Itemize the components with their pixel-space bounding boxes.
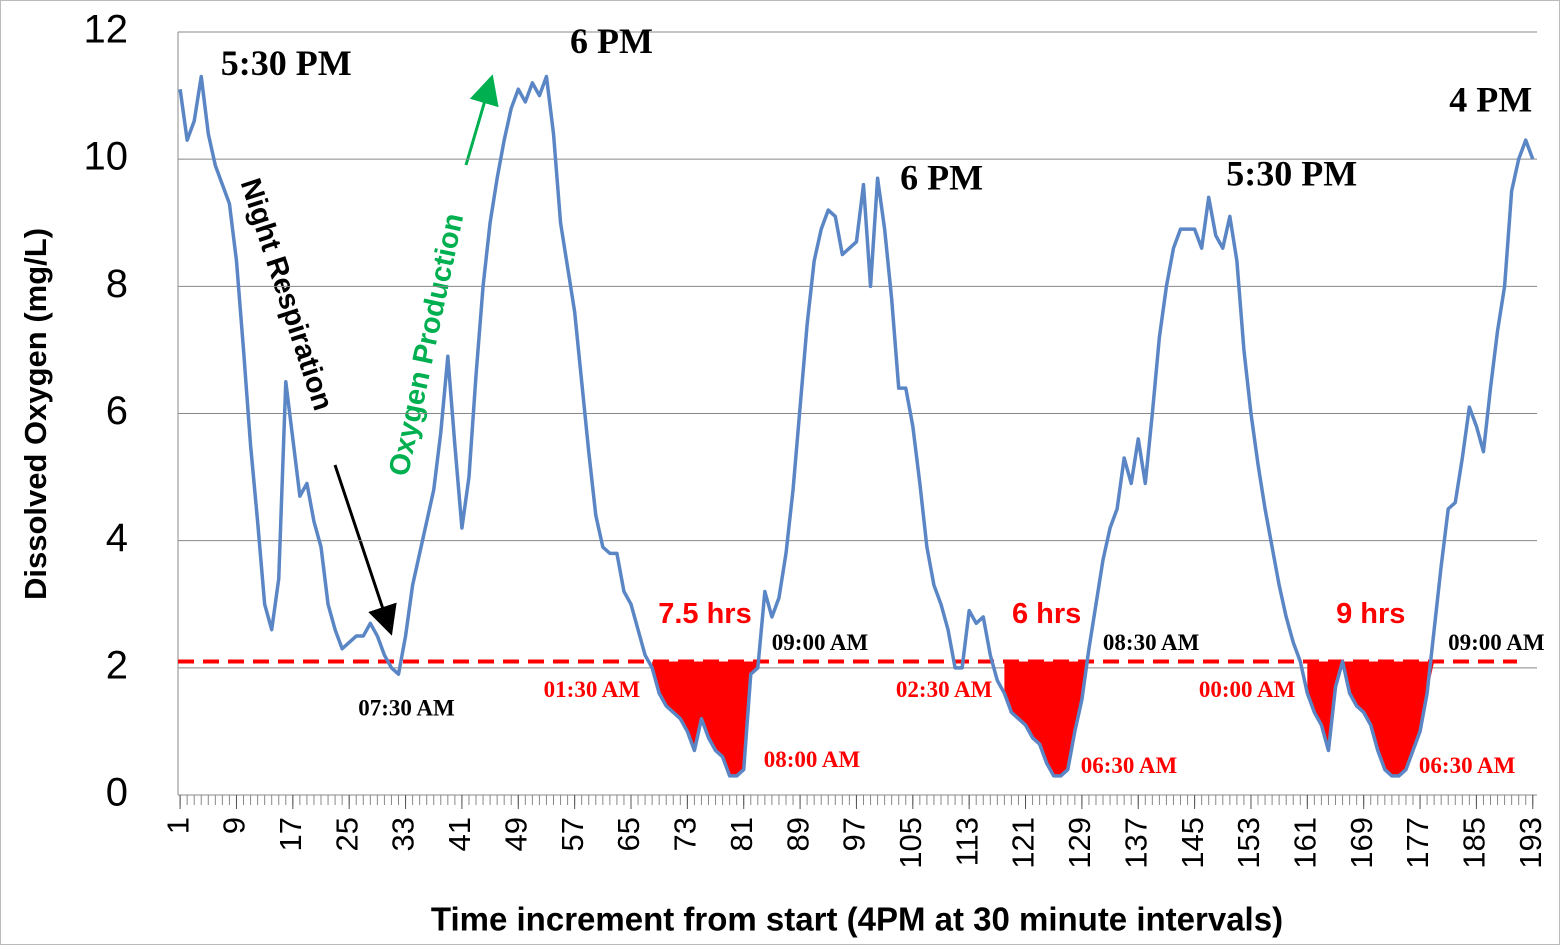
- night-arrow: [333, 464, 397, 636]
- x-tick-label: 177: [1400, 817, 1435, 869]
- duration-label: 9 hrs: [1336, 598, 1405, 630]
- x-tick-label: 185: [1457, 817, 1492, 869]
- x-tick-label: 89: [780, 817, 815, 851]
- x-tick-label: 97: [837, 817, 872, 851]
- hypoxia-area: [1004, 661, 1089, 776]
- x-tick-label: 145: [1175, 817, 1210, 869]
- x-tick-label: 73: [668, 817, 703, 851]
- y-axis-title: Dissolved Oxygen (mg/L): [18, 228, 53, 600]
- duration-label: 6 hrs: [1012, 598, 1081, 630]
- min-label: 06:30 AM: [1081, 753, 1178, 778]
- x-tick-label: 25: [329, 817, 364, 851]
- start-label: 02:30 AM: [896, 677, 993, 702]
- peak-label: 6 PM: [900, 157, 983, 197]
- x-tick-label: 161: [1288, 817, 1323, 869]
- min-label: 06:30 AM: [1419, 753, 1516, 778]
- duration-label: 7.5 hrs: [658, 598, 752, 630]
- y-tick-label: 10: [84, 135, 129, 179]
- y-tick-label: 4: [106, 516, 128, 560]
- x-tick-label: 17: [273, 817, 308, 851]
- end-label: 08:30 AM: [1103, 630, 1200, 655]
- peak-label: 5:30 PM: [221, 43, 352, 83]
- x-tick-label: 1: [160, 817, 195, 834]
- y-tick-label: 6: [106, 389, 128, 433]
- x-tick-label: 113: [949, 817, 984, 866]
- start-label: 01:30 AM: [544, 677, 641, 702]
- x-tick-label: 193: [1513, 817, 1548, 869]
- x-tick-label: 105: [893, 817, 928, 869]
- x-tick-label: 169: [1344, 817, 1379, 869]
- hypoxia-area: [652, 661, 758, 776]
- peak-label: 6 PM: [570, 21, 653, 61]
- peak-label: 5:30 PM: [1226, 154, 1357, 194]
- production-arrow: [464, 74, 499, 166]
- production-label: Oxygen Production: [383, 211, 470, 479]
- x-axis-title: Time increment from start (4PM at 30 min…: [431, 901, 1283, 938]
- low-label: 07:30 AM: [358, 695, 455, 720]
- end-label: 09:00 AM: [1448, 630, 1545, 655]
- end-label: 09:00 AM: [772, 630, 869, 655]
- x-tick-label: 65: [611, 817, 646, 851]
- min-label: 08:00 AM: [764, 747, 861, 772]
- hypoxia-area: [1307, 661, 1435, 776]
- peak-label: 4 PM: [1449, 79, 1532, 119]
- x-tick-label: 41: [442, 817, 477, 851]
- start-label: 00:00 AM: [1199, 677, 1296, 702]
- x-tick-label: 129: [1062, 817, 1097, 869]
- x-tick-label: 121: [1006, 817, 1041, 869]
- y-tick-label: 0: [106, 771, 128, 815]
- y-tick-label: 12: [84, 8, 129, 52]
- x-tick-label: 33: [386, 817, 421, 851]
- x-tick-label: 137: [1118, 817, 1153, 869]
- data-line: [178, 74, 1535, 778]
- y-tick-label: 2: [106, 643, 128, 687]
- x-tick-label: 9: [217, 817, 252, 834]
- x-tick-label: 57: [555, 817, 590, 851]
- x-tick-label: 153: [1231, 817, 1266, 869]
- y-tick-label: 8: [106, 262, 128, 306]
- x-tick-label: 49: [498, 817, 533, 851]
- x-tick-label: 81: [724, 817, 759, 851]
- night-label: Night Respiration: [234, 175, 339, 415]
